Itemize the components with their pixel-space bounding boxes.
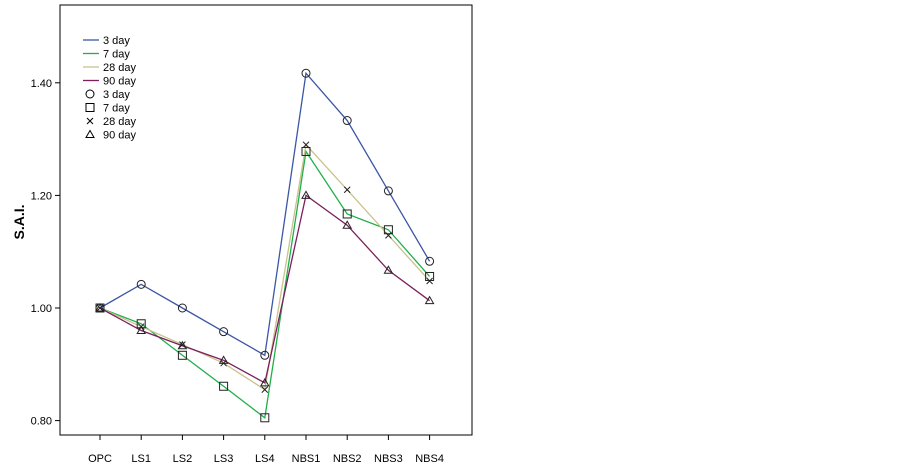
y-axis: 0.80 1.00 1.20 1.40 (31, 78, 60, 428)
data-point (218, 355, 229, 364)
legend-marker-swatch (85, 89, 95, 99)
data-point (425, 256, 435, 266)
data-point (342, 116, 352, 126)
x-tick-label: NBS3 (374, 453, 403, 465)
data-point (383, 186, 393, 196)
x-tick-label: LS1 (131, 453, 151, 465)
data-point (301, 146, 311, 156)
legend-label: 7 day (103, 103, 130, 115)
data-point (302, 141, 310, 149)
x-tick-label: NBS4 (415, 453, 444, 465)
data-point (177, 340, 188, 350)
legend-label: 28 day (103, 62, 137, 74)
series-lines (99, 71, 431, 419)
y-tick-label: 1.00 (31, 303, 52, 315)
data-point (219, 327, 229, 337)
legend-marker-swatch (85, 129, 95, 138)
y-tick-label: 1.40 (31, 78, 52, 90)
y-tick-label: 0.80 (31, 416, 52, 428)
legend-label: 90 day (103, 76, 137, 88)
data-point (383, 265, 394, 274)
legend-marker-swatch (86, 117, 94, 125)
data-point (261, 386, 269, 393)
data-point (424, 295, 435, 305)
x-tick-label: NBS2 (333, 453, 362, 465)
data-point (385, 232, 392, 239)
legend-label: 3 day (103, 89, 130, 101)
data-point (301, 68, 311, 78)
data-point (342, 220, 353, 229)
legend-label: 3 day (103, 35, 130, 47)
y-axis-title: S.A.I. (11, 204, 27, 239)
data-point (96, 304, 104, 312)
series-line (99, 149, 431, 419)
legend-label: 28 day (103, 116, 137, 128)
data-point (136, 319, 146, 329)
data-point (177, 350, 187, 360)
data-point (259, 377, 270, 387)
legend-label: 90 day (103, 130, 137, 142)
data-point (177, 303, 187, 313)
series-line (99, 71, 431, 357)
x-tick-label: OPC (88, 453, 112, 465)
legend-label: 7 day (103, 49, 130, 61)
plot-frame (59, 4, 473, 436)
x-axis: OPC LS1 LS2 LS3 LS4 NBS1 NBS2 NBS3 NBS4 (88, 435, 444, 465)
data-point (136, 279, 146, 289)
data-point (136, 325, 147, 335)
x-tick-label: NBS1 (292, 453, 321, 465)
data-point (343, 186, 351, 194)
x-tick-label: LS2 (173, 453, 193, 465)
data-point (219, 381, 229, 391)
y-tick-label: 1.20 (31, 190, 52, 202)
series-markers (95, 68, 435, 423)
data-point (95, 302, 105, 312)
data-point (426, 277, 433, 285)
data-point (383, 225, 393, 235)
data-point (260, 413, 270, 423)
x-tick-label: LS4 (255, 453, 275, 465)
series-line (99, 194, 430, 384)
legend-marker-swatch (85, 103, 95, 112)
data-point (301, 190, 311, 199)
data-point (260, 350, 270, 360)
data-point (342, 209, 352, 219)
x-tick-label: LS3 (214, 453, 234, 465)
data-point (179, 341, 186, 348)
